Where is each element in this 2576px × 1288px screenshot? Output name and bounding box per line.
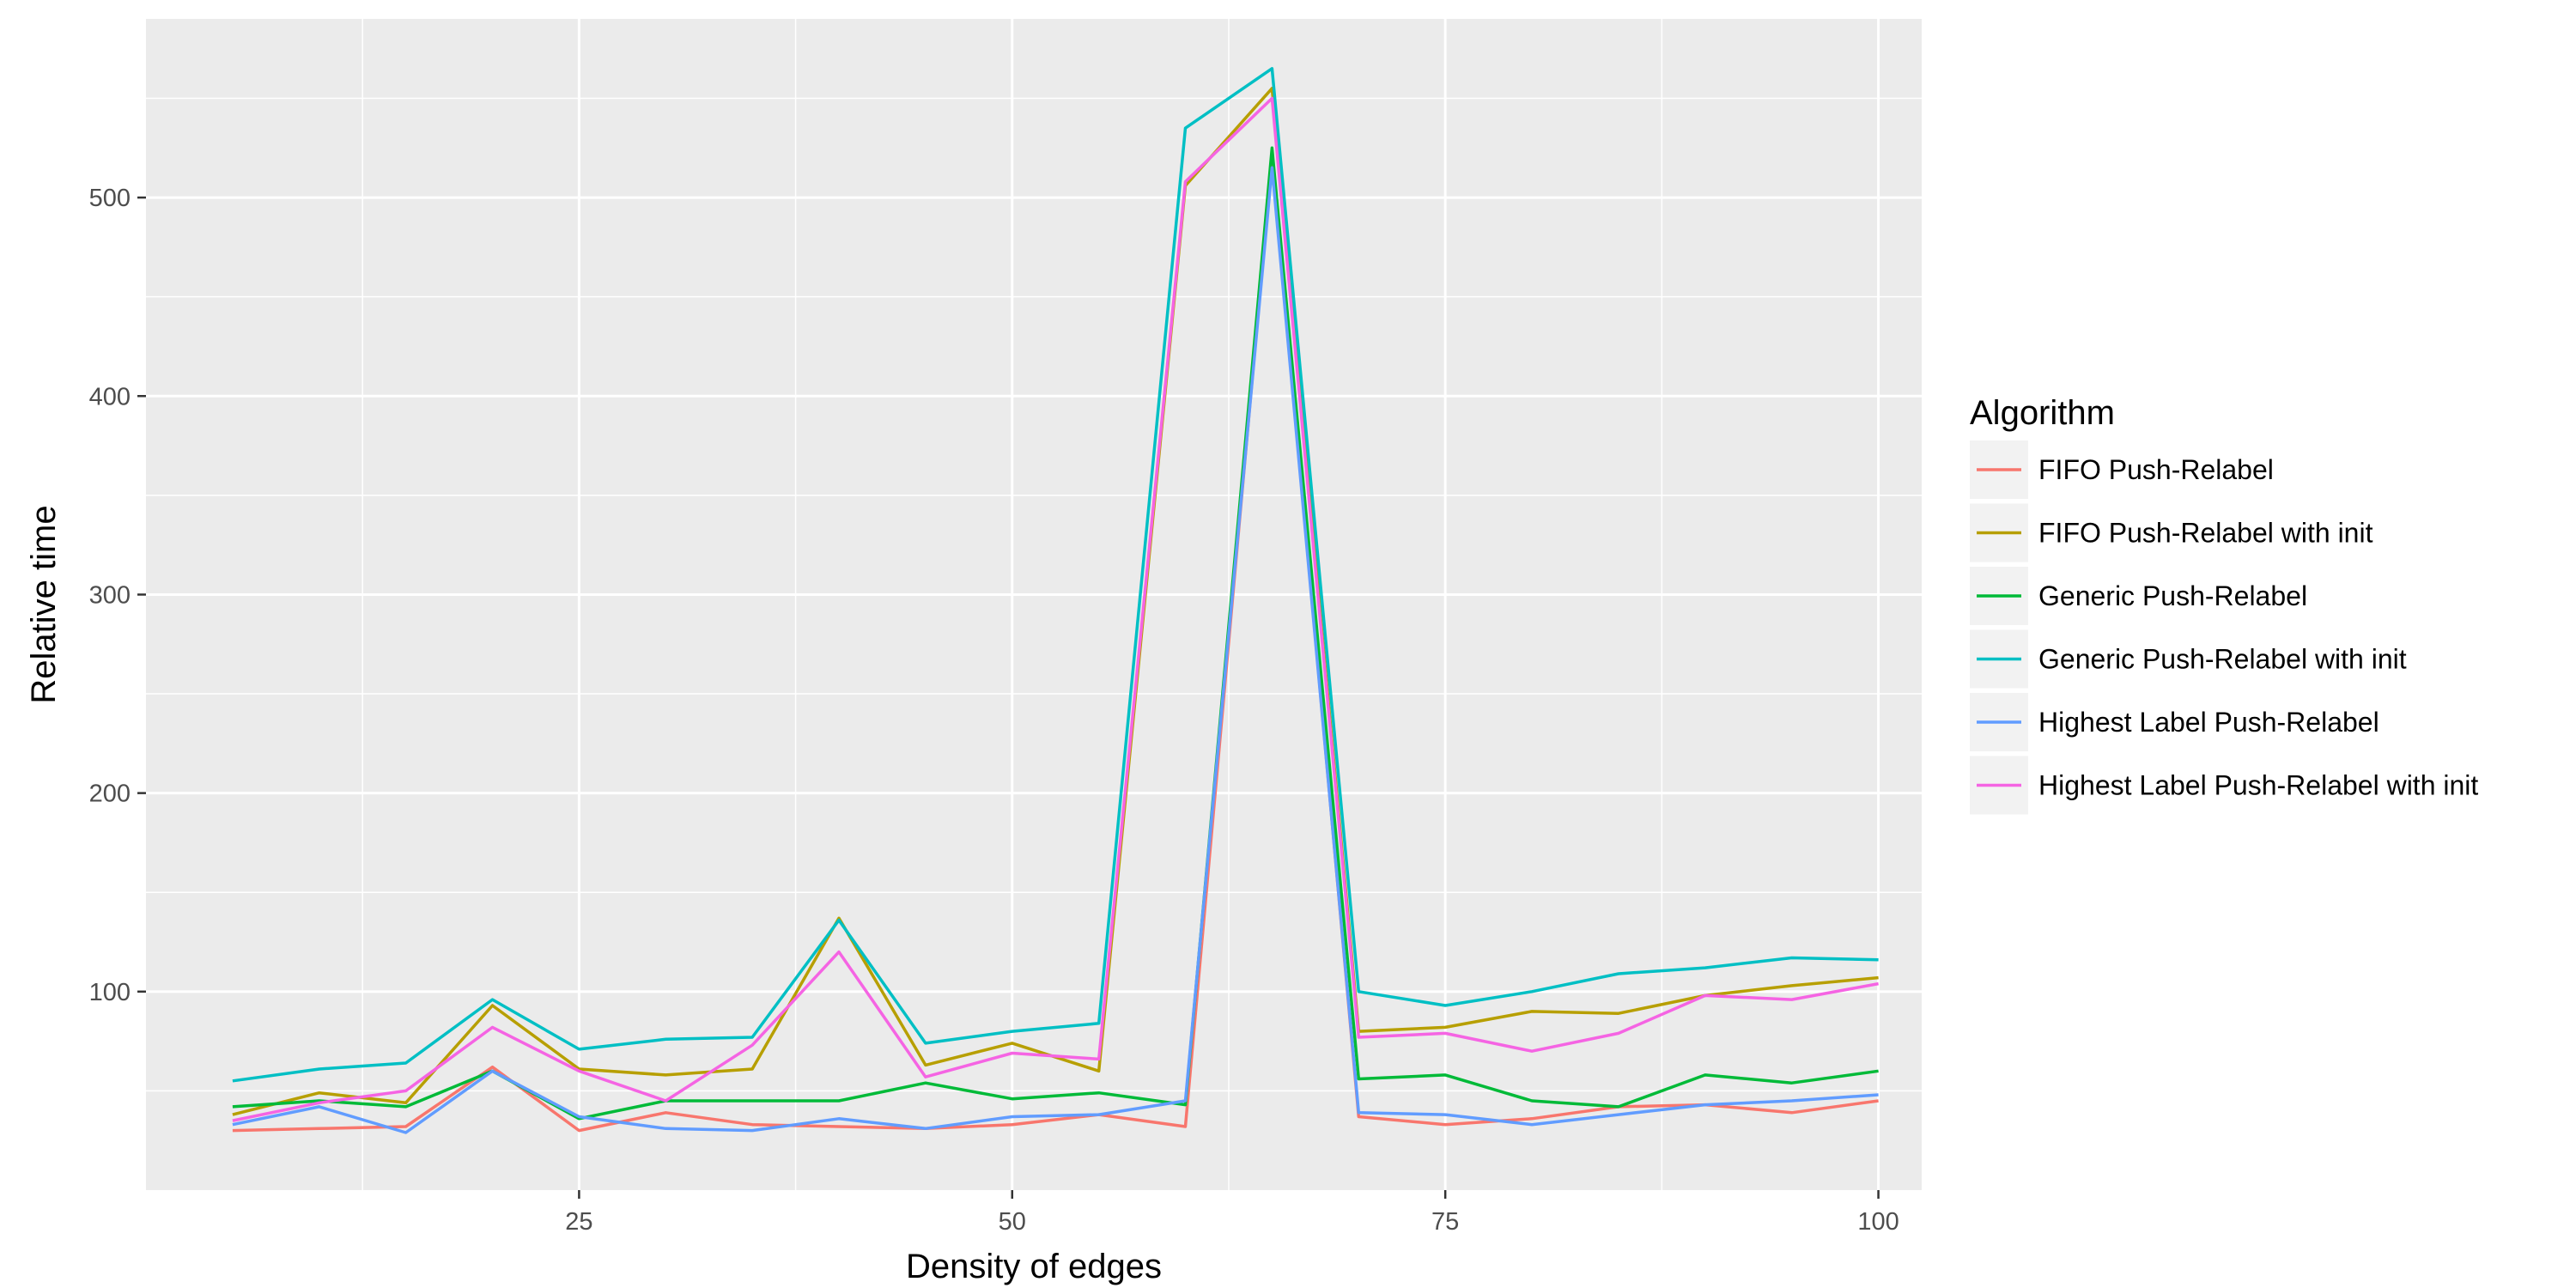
x-tick-label: 100 — [1857, 1208, 1899, 1236]
x-tick-label: 75 — [1431, 1208, 1459, 1236]
legend-label: Generic Push-Relabel — [2038, 580, 2307, 611]
series-line — [232, 96, 1879, 1122]
series-lines — [232, 67, 1879, 1134]
legend-label: Generic Push-Relabel with init — [2038, 644, 2407, 675]
y-axis-title: Relative time — [25, 505, 63, 703]
y-tick-label: 300 — [89, 581, 131, 609]
y-tick-label: 400 — [89, 383, 131, 410]
legend-title: Algorithm — [1970, 394, 2115, 432]
axis-ticks — [137, 196, 1880, 1199]
legend-label: FIFO Push-Relabel — [2038, 454, 2274, 485]
panel-background — [146, 19, 1922, 1190]
major-gridlines — [146, 19, 1922, 1190]
series-line — [232, 166, 1879, 1134]
x-axis-title: Density of edges — [906, 1248, 1162, 1285]
legend-label: FIFO Push-Relabel with init — [2038, 518, 2373, 549]
x-tick-label: 25 — [565, 1208, 592, 1236]
y-tick-label: 100 — [89, 979, 131, 1006]
y-tick-label: 500 — [89, 185, 131, 212]
legend-label: Highest Label Push-Relabel — [2038, 707, 2379, 738]
legend-label: Highest Label Push-Relabel with init — [2038, 770, 2478, 801]
tick-labels: 25 50 75 100 100 200 300 400 500 — [89, 185, 1899, 1236]
x-tick-label: 50 — [999, 1208, 1026, 1236]
legend-items: FIFO Push-Relabel FIFO Push-Relabel with … — [1970, 440, 2478, 815]
series-line — [232, 67, 1879, 1083]
y-tick-label: 200 — [89, 781, 131, 808]
